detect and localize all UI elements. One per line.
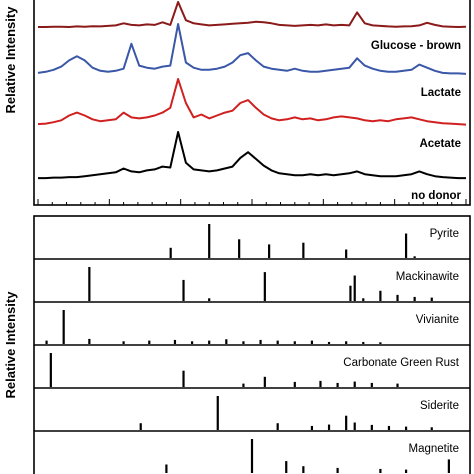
pattern-labels: Glucose - brown Lactate Acetate no donor <box>371 40 462 202</box>
bottom-panel-frame <box>33 215 471 474</box>
trace-label-acetate: Acetate <box>419 138 461 150</box>
reference-dividers <box>34 258 470 432</box>
trace-glucose-brown <box>38 1 467 28</box>
reference-patterns-panel: Pyrite Mackinawite Vivianite Carbonate Gree… <box>3 215 471 474</box>
reference-label-vivianite: Vivianite <box>416 314 459 326</box>
reference-peaks <box>45 224 450 473</box>
trace-acetate <box>37 78 467 126</box>
reference-label-magnetite: Magnetite <box>408 443 459 455</box>
trace-no-donor <box>38 131 466 180</box>
reference-labels: Pyrite Mackinawite Vivianite Carbonate Gree… <box>343 228 460 455</box>
reference-label-mackinawite: Mackinawite <box>396 271 459 283</box>
reference-label-carbonate-green-rust: Carbonate Green Rust <box>343 357 460 369</box>
reference-label-siderite: Siderite <box>420 400 459 412</box>
measured-patterns-panel: Glucose - brown Lactate Acetate no donor Re… <box>3 0 471 206</box>
bottom-y-axis-label: Relative Intensity <box>3 291 18 399</box>
trace-label-glucose-brown: Glucose - brown <box>371 40 461 52</box>
pattern-traces <box>37 1 467 180</box>
top-y-axis-label: Relative Intensity <box>3 6 18 114</box>
trace-label-no-donor: no donor <box>411 190 461 202</box>
trace-label-lactate: Lactate <box>421 87 461 99</box>
reference-label-pyrite: Pyrite <box>430 228 459 240</box>
top-x-ticks <box>37 199 467 205</box>
trace-lactate <box>37 23 467 75</box>
